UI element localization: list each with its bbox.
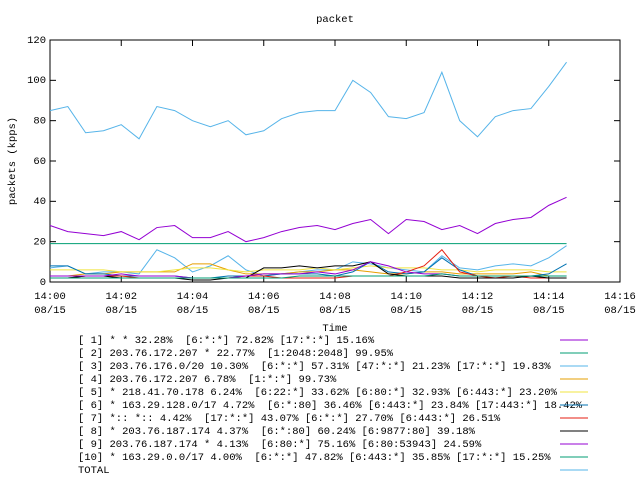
x-tick-date: 08/15: [604, 305, 636, 317]
x-tick-label: 14:10: [390, 291, 422, 303]
x-tick-date: 08/15: [390, 305, 422, 317]
x-tick-date: 08/15: [105, 305, 137, 317]
series-line: [50, 273, 567, 279]
series-line: [50, 265, 567, 273]
x-tick-date: 08/15: [319, 305, 351, 317]
y-tick-label: 40: [33, 196, 46, 208]
legend-label: [ 7] *:: *:: 4.42% [17:*:*] 43.07% [6:*:…: [78, 413, 501, 425]
chart-title: packet: [316, 14, 354, 26]
series-line: [49, 245, 567, 277]
legend-label: [ 2] 203.76.172.207 * 22.77% [1:2048:204…: [78, 348, 394, 360]
legend-label: [ 1] * * 32.28% [6:*:*] 72.82% [17:*:*] …: [78, 335, 375, 347]
x-axis-label: Time: [322, 323, 347, 335]
y-tick-label: 60: [33, 156, 46, 168]
x-tick-date: 08/15: [177, 305, 209, 317]
x-tick-date: 08/15: [34, 305, 66, 317]
x-tick-label: 14:14: [533, 291, 565, 303]
y-tick-label: 120: [27, 35, 46, 47]
y-tick-label: 80: [33, 115, 46, 127]
legend-label: [ 8] * 203.76.187.174 4.37% [6:*:80] 60.…: [78, 426, 476, 438]
x-tick-label: 14:08: [319, 291, 351, 303]
series-line: [49, 196, 567, 243]
y-tick-label: 20: [33, 236, 46, 248]
y-axis-label: packets (kpps): [7, 117, 19, 205]
y-tick-label: 100: [27, 75, 46, 87]
legend-label: [ 9] 203.76.187.174 * 4.13% [6:80:*] 75.…: [78, 439, 482, 451]
x-tick-label: 14:16: [604, 291, 636, 303]
legend-label: [ 3] 203.76.176.0/20 10.30% [6:*:*] 57.3…: [78, 361, 551, 373]
x-tick-label: 14:02: [105, 291, 137, 303]
y-tick-label: 0: [40, 277, 46, 289]
x-tick-label: 14:04: [177, 291, 209, 303]
legend-label: [ 5] * 218.41.70.178 6.24% [6:22:*] 33.6…: [78, 387, 558, 399]
legend-label: [ 4] 203.76.172.207 6.78% [1:*:*] 99.73%: [78, 374, 337, 386]
x-tick-date: 08/15: [462, 305, 494, 317]
x-tick-date: 08/15: [533, 305, 565, 317]
x-tick-label: 14:06: [248, 291, 280, 303]
x-tick-label: 14:00: [34, 291, 66, 303]
legend-label: TOTAL: [78, 465, 110, 477]
x-tick-date: 08/15: [248, 305, 280, 317]
legend-label: [ 6] * 163.29.128.0/17 4.72% [6:*:80] 36…: [78, 400, 583, 412]
series-line: [49, 61, 567, 140]
legend-label: [10] * 163.29.0.0/17 4.00% [6:*:*] 47.82…: [78, 452, 551, 464]
plot-frame: [49, 39, 621, 283]
x-tick-label: 14:12: [462, 291, 494, 303]
